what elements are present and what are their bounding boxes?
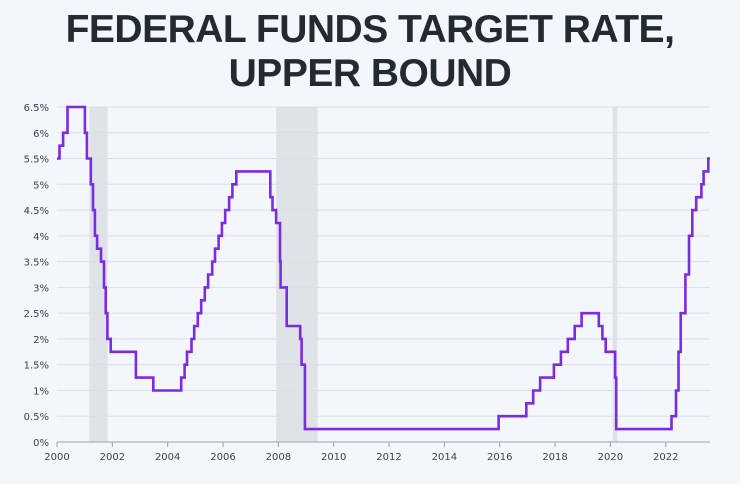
x-tick-label: 2012 bbox=[376, 452, 401, 463]
y-tick-label: 3.5% bbox=[24, 258, 49, 269]
recession-band-2 bbox=[276, 107, 318, 442]
x-tick-label: 2008 bbox=[266, 452, 291, 463]
y-tick-label: 2% bbox=[33, 335, 49, 346]
x-tick-label: 2010 bbox=[321, 452, 346, 463]
x-tick-label: 2016 bbox=[487, 452, 512, 463]
x-tick-label: 2002 bbox=[100, 452, 125, 463]
y-axis-ticks: 0% 0.5% 1% 1.5% 2% 2.5% 3% 3.5% 4% 4.5% 5% 5.5% 6% 6.… bbox=[24, 103, 49, 449]
y-tick-label: 5.5% bbox=[24, 155, 49, 166]
series-layer bbox=[57, 105, 710, 431]
y-tick-label: 6.5% bbox=[24, 103, 49, 114]
x-tick-label: 2004 bbox=[155, 452, 180, 463]
recession-band-3 bbox=[612, 107, 618, 442]
x-tick-label: 2022 bbox=[653, 452, 678, 463]
x-tick-label: 2020 bbox=[598, 452, 623, 463]
y-tick-label: 3% bbox=[33, 283, 49, 294]
y-tick-label: 4% bbox=[33, 232, 49, 243]
fed-funds-rate-line bbox=[57, 105, 710, 431]
y-tick-label: 1.5% bbox=[24, 361, 49, 372]
y-tick-label: 4.5% bbox=[24, 206, 49, 217]
chart-title-line-2: UPPER BOUND bbox=[228, 52, 512, 95]
y-tick-label: 0% bbox=[33, 438, 49, 449]
chart-title-line-1: FEDERAL FUNDS TARGET RATE, bbox=[65, 8, 675, 51]
x-tick-label: 2018 bbox=[542, 452, 567, 463]
y-tick-label: 1% bbox=[33, 386, 49, 397]
y-tick-label: 6% bbox=[33, 129, 49, 140]
x-tick-label: 2014 bbox=[432, 452, 457, 463]
chart-title: FEDERAL FUNDS TARGET RATE, UPPER BOUND bbox=[0, 8, 740, 96]
x-tick-label: 2006 bbox=[210, 452, 235, 463]
y-tick-label: 2.5% bbox=[24, 309, 49, 320]
x-axis-ticks: 2000 2002 2004 2006 2008 2010 2012 2014 2016 2018… bbox=[44, 441, 710, 463]
y-tick-label: 0.5% bbox=[24, 412, 49, 423]
x-tick-label: 2000 bbox=[44, 452, 69, 463]
y-tick-label: 5% bbox=[33, 180, 49, 191]
